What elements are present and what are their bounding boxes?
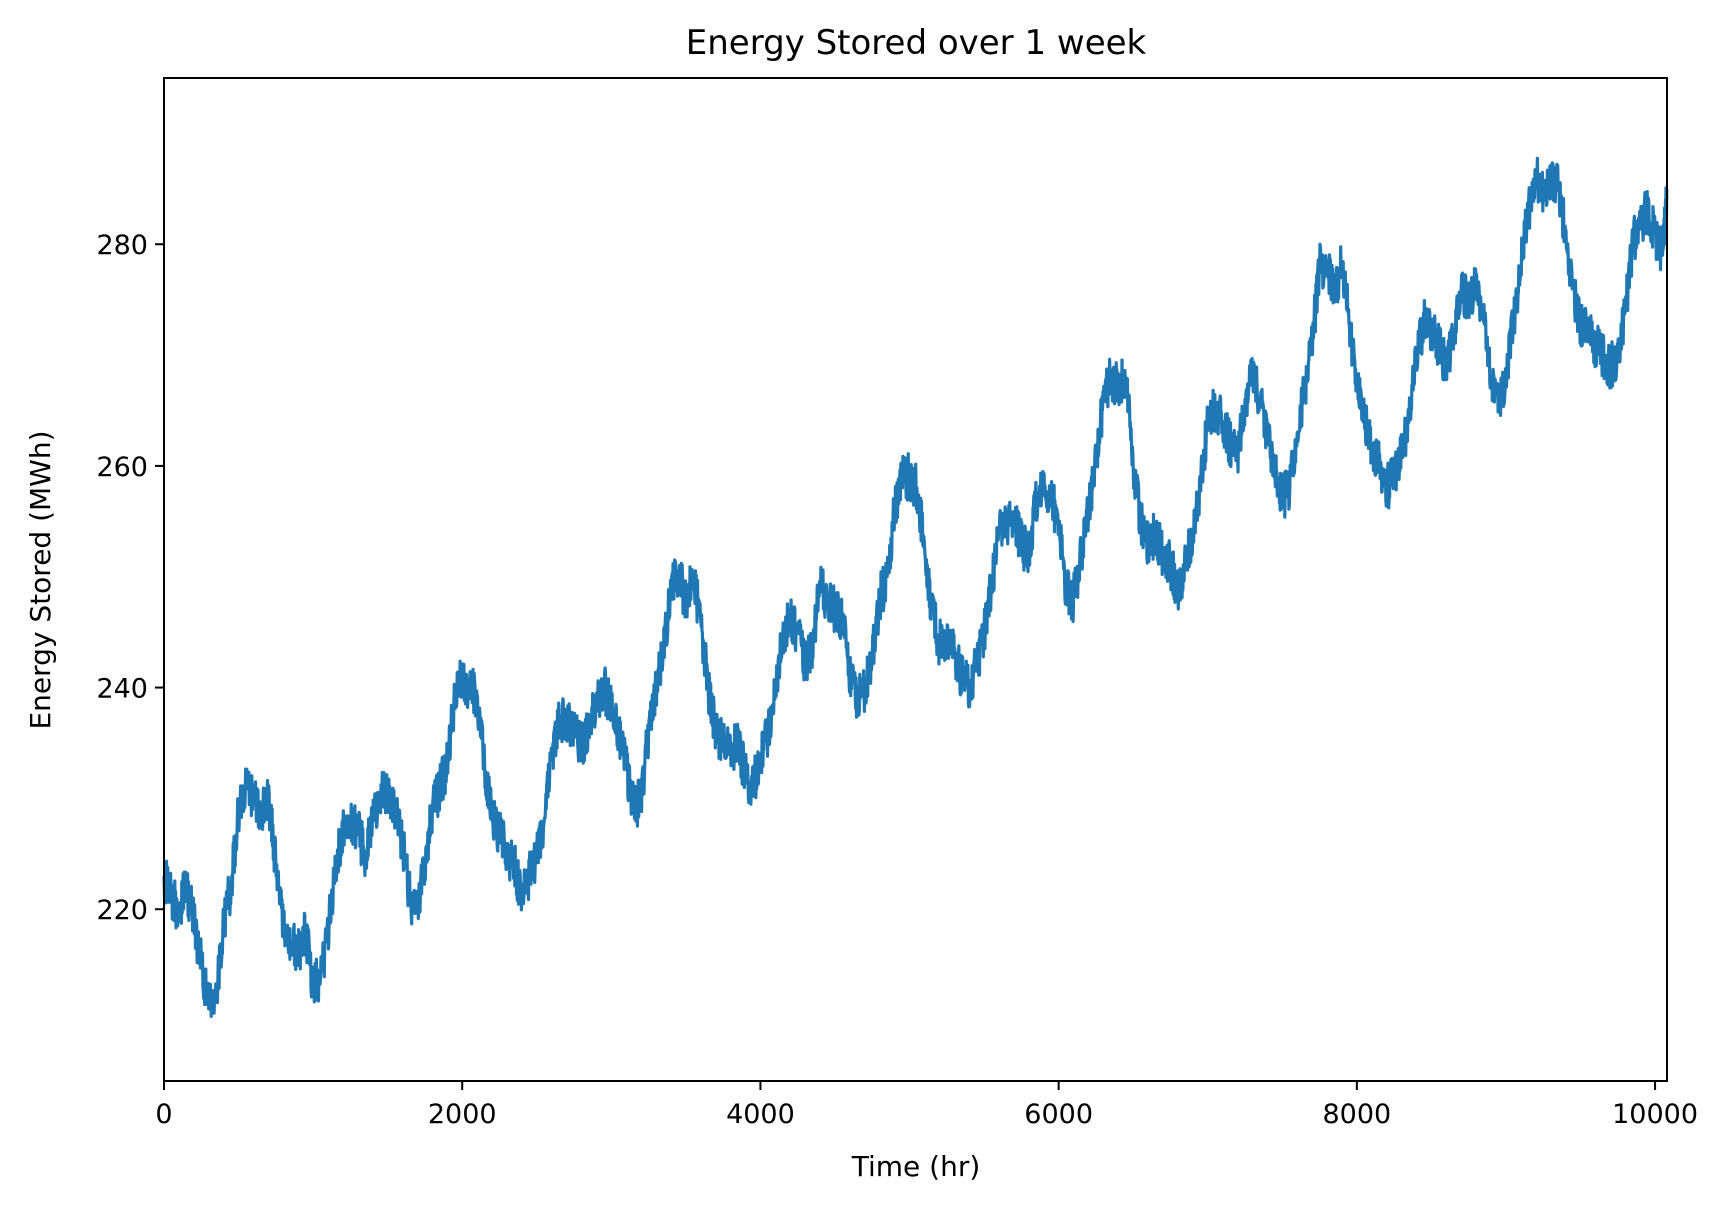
y-axis-label: Energy Stored (MWh) — [24, 430, 57, 729]
y-tick-label: 220 — [96, 895, 148, 926]
x-tick-label: 2000 — [428, 1099, 497, 1130]
x-tick-label: 4000 — [726, 1099, 795, 1130]
y-tick-label: 260 — [96, 452, 148, 483]
series-line-0 — [162, 156, 1669, 1018]
x-axis: 0 2000 4000 6000 8000 10000 — [155, 1081, 1698, 1130]
chart-title: Energy Stored over 1 week — [686, 23, 1147, 63]
x-tick-label: 10000 — [1612, 1099, 1698, 1130]
y-tick-label: 280 — [96, 230, 148, 261]
x-tick-label: 0 — [155, 1099, 172, 1130]
x-tick-label: 6000 — [1024, 1099, 1093, 1130]
plot-frame — [163, 77, 1668, 1082]
x-tick-label: 8000 — [1322, 1099, 1391, 1130]
plot-area — [162, 156, 1669, 1018]
y-tick-label: 240 — [96, 674, 148, 705]
y-axis: 220 240 260 280 — [96, 230, 164, 926]
x-axis-label: Time (hr) — [851, 1150, 981, 1183]
